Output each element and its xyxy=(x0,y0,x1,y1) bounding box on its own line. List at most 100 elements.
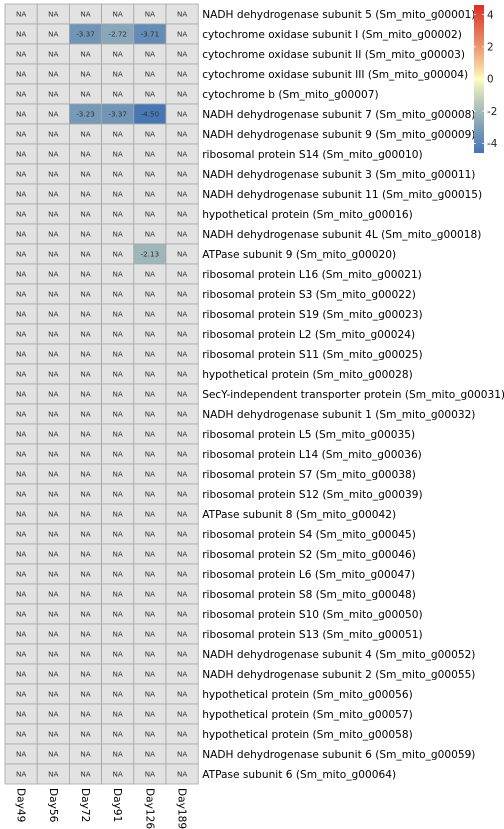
cell-value-label: NA xyxy=(48,590,58,599)
cell-value-label: NA xyxy=(177,510,187,519)
cell-value-label: NA xyxy=(48,470,58,479)
row-label: ribosomal protein S14 (Sm_mito_g00010) xyxy=(202,149,422,161)
cell-value-label: NA xyxy=(177,710,187,719)
cell-value-label: NA xyxy=(16,110,26,119)
cell-value-label: NA xyxy=(16,350,26,359)
cell-value-label: NA xyxy=(145,510,155,519)
cell-value-label: NA xyxy=(80,330,90,339)
row-label: hypothetical protein (Sm_mito_g00056) xyxy=(202,689,413,701)
cell-value-label: NA xyxy=(113,10,123,19)
cell-value-label: NA xyxy=(113,470,123,479)
cell-value-label: NA xyxy=(80,650,90,659)
cell-value-label: NA xyxy=(113,750,123,759)
cell-value-label: NA xyxy=(177,650,187,659)
cell-value-label: NA xyxy=(80,250,90,259)
cell-value-label: NA xyxy=(16,30,26,39)
cell-value-label: NA xyxy=(113,170,123,179)
cell-value-label: NA xyxy=(113,350,123,359)
cell-value-label: NA xyxy=(48,710,58,719)
cell-value-label: NA xyxy=(48,630,58,639)
column-labels: Day49 Day56 Day72 Day91 Day126 Day189 xyxy=(15,788,188,829)
cell-value-label: NA xyxy=(80,550,90,559)
cell-value-label: NA xyxy=(177,550,187,559)
row-labels: NADH dehydrogenase subunit 5 (Sm_mito_g0… xyxy=(202,9,504,781)
cell-value-label: NA xyxy=(16,270,26,279)
cell-value-label: NA xyxy=(145,610,155,619)
cell-value-label: NA xyxy=(80,490,90,499)
row-label: NADH dehydrogenase subunit 1 (Sm_mito_g0… xyxy=(202,409,475,421)
cell-value-label: NA xyxy=(48,390,58,399)
cell-value-label: NA xyxy=(145,730,155,739)
cell-value-label: NA xyxy=(145,290,155,299)
cell-value-label: NA xyxy=(48,110,58,119)
cell-value-label: NA xyxy=(145,370,155,379)
cell-value-label: NA xyxy=(145,150,155,159)
legend-color-bar xyxy=(474,5,484,153)
cell-value-label: NA xyxy=(80,510,90,519)
cell-value-label: NA xyxy=(113,450,123,459)
cell-value-label: NA xyxy=(177,570,187,579)
cell-value-label: NA xyxy=(177,90,187,99)
cell-value-label: NA xyxy=(80,730,90,739)
cell-value-label: NA xyxy=(177,670,187,679)
cell-value-label: NA xyxy=(113,130,123,139)
cell-value-label: NA xyxy=(48,550,58,559)
column-label: Day56 xyxy=(47,788,59,823)
cell-value-label: NA xyxy=(113,150,123,159)
cell-value-label: NA xyxy=(48,610,58,619)
row-label: ATPase subunit 6 (Sm_mito_g00064) xyxy=(202,769,396,781)
cell-value-label: NA xyxy=(16,10,26,19)
row-label: ribosomal protein S4 (Sm_mito_g00045) xyxy=(202,529,416,541)
cell-value-label: NA xyxy=(80,670,90,679)
cell-value-label: NA xyxy=(145,450,155,459)
cell-value-label: NA xyxy=(16,430,26,439)
cell-value-label: NA xyxy=(145,650,155,659)
cell-value-label: NA xyxy=(48,730,58,739)
cell-value-label: NA xyxy=(48,770,58,779)
cell-value-label: NA xyxy=(80,210,90,219)
row-label: ribosomal protein S2 (Sm_mito_g00046) xyxy=(202,549,416,561)
cell-value-label: NA xyxy=(145,70,155,79)
row-label: ribosomal protein S10 (Sm_mito_g00050) xyxy=(202,609,422,621)
cell-value-label: NA xyxy=(48,530,58,539)
cell-value-label: NA xyxy=(113,270,123,279)
cell-value-label: NA xyxy=(113,210,123,219)
cell-value-label: NA xyxy=(113,770,123,779)
cell-value-label: NA xyxy=(177,230,187,239)
cell-value-label: NA xyxy=(177,210,187,219)
cell-value-label: NA xyxy=(177,690,187,699)
row-label: ribosomal protein S13 (Sm_mito_g00051) xyxy=(202,629,422,641)
cell-value-label: NA xyxy=(48,290,58,299)
row-label: cytochrome oxidase subunit II (Sm_mito_g… xyxy=(202,49,465,61)
cell-value-label: NA xyxy=(16,450,26,459)
cell-value-label: NA xyxy=(16,670,26,679)
cell-value-label: NA xyxy=(177,290,187,299)
cell-value-label: NA xyxy=(145,570,155,579)
cell-value-label: NA xyxy=(145,550,155,559)
row-label: ATPase subunit 9 (Sm_mito_g00020) xyxy=(202,249,396,261)
cell-value-label: NA xyxy=(48,90,58,99)
cell-value-label: NA xyxy=(177,190,187,199)
cell-value-label: NA xyxy=(145,710,155,719)
cell-value-label: NA xyxy=(145,470,155,479)
cell-value-label: NA xyxy=(113,370,123,379)
legend-tick-label: -4 xyxy=(487,138,498,150)
row-label: NADH dehydrogenase subunit 4 (Sm_mito_g0… xyxy=(202,649,475,661)
cell-value-label: NA xyxy=(48,170,58,179)
cell-value-label: NA xyxy=(80,90,90,99)
cell-value-label: NA xyxy=(16,170,26,179)
cell-value-label: NA xyxy=(145,690,155,699)
cell-value-label: NA xyxy=(16,70,26,79)
cell-value-label: NA xyxy=(145,530,155,539)
cell-value-label: NA xyxy=(48,670,58,679)
cell-value-label: NA xyxy=(80,350,90,359)
cell-value-label: NA xyxy=(113,190,123,199)
cell-value-label: NA xyxy=(177,110,187,119)
cell-value-label: NA xyxy=(113,50,123,59)
cell-value-label: NA xyxy=(80,630,90,639)
cell-value-label: NA xyxy=(177,130,187,139)
cell-value-label: NA xyxy=(177,430,187,439)
cell-value-label: NA xyxy=(16,150,26,159)
row-label: NADH dehydrogenase subunit 6 (Sm_mito_g0… xyxy=(202,749,475,761)
